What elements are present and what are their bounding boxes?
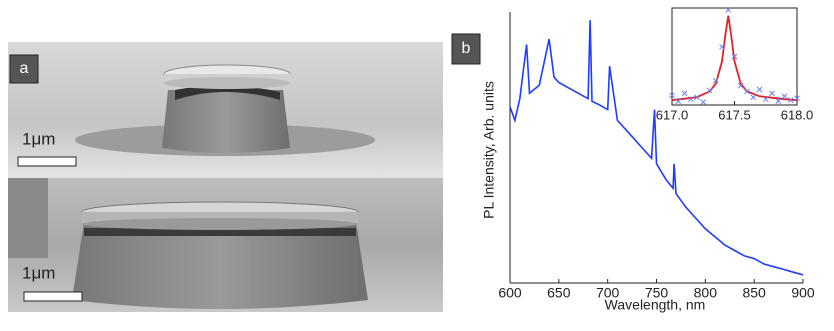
panel-label-box	[451, 33, 481, 65]
x-tick-label: 600	[498, 285, 522, 301]
data-point	[756, 86, 763, 93]
sem-image-top	[8, 42, 443, 178]
x-tick-label: 850	[742, 285, 766, 301]
data-point	[744, 88, 750, 95]
data-point	[725, 7, 732, 13]
x-tick-label: 618.0	[781, 107, 814, 122]
data-point	[781, 93, 788, 100]
x-tick-label: 617.0	[656, 107, 689, 122]
data-point	[669, 92, 675, 99]
data-point	[762, 96, 769, 103]
y-axis-label: PL Intensity, Arb. units	[481, 81, 497, 219]
data-point	[700, 99, 707, 105]
x-tick-label: 650	[547, 285, 571, 301]
data-point	[681, 90, 688, 97]
x-tick-label: 800	[694, 285, 718, 301]
data-point	[794, 95, 800, 102]
panel-label-box	[9, 54, 39, 84]
data-point	[731, 53, 738, 60]
x-tick-label: 900	[791, 285, 815, 301]
panel-label: a	[20, 60, 29, 77]
data-point	[769, 90, 775, 97]
data-point	[750, 94, 757, 101]
scale-bar-label: 1μm	[22, 129, 55, 148]
data-point	[712, 77, 719, 84]
data-point	[775, 98, 782, 104]
data-point	[719, 43, 725, 50]
data-point	[706, 87, 713, 94]
fit-line	[671, 15, 798, 102]
panel-label: b	[462, 40, 471, 57]
scale-bar-label: 1μm	[22, 263, 55, 282]
data-point	[694, 94, 700, 101]
data-point	[787, 97, 794, 104]
x-tick-label: 617.5	[718, 107, 751, 122]
scale-bar	[23, 291, 83, 302]
x-tick-label: 700	[596, 285, 620, 301]
data-point	[737, 82, 744, 89]
scale-bar	[17, 156, 77, 167]
x-axis-label: Wavelength, nm	[605, 297, 706, 313]
data-point	[675, 98, 682, 104]
data-point	[687, 96, 694, 103]
spectrum-line	[509, 20, 804, 276]
sem-image-bottom	[8, 178, 443, 312]
x-tick-label: 750	[645, 285, 669, 301]
